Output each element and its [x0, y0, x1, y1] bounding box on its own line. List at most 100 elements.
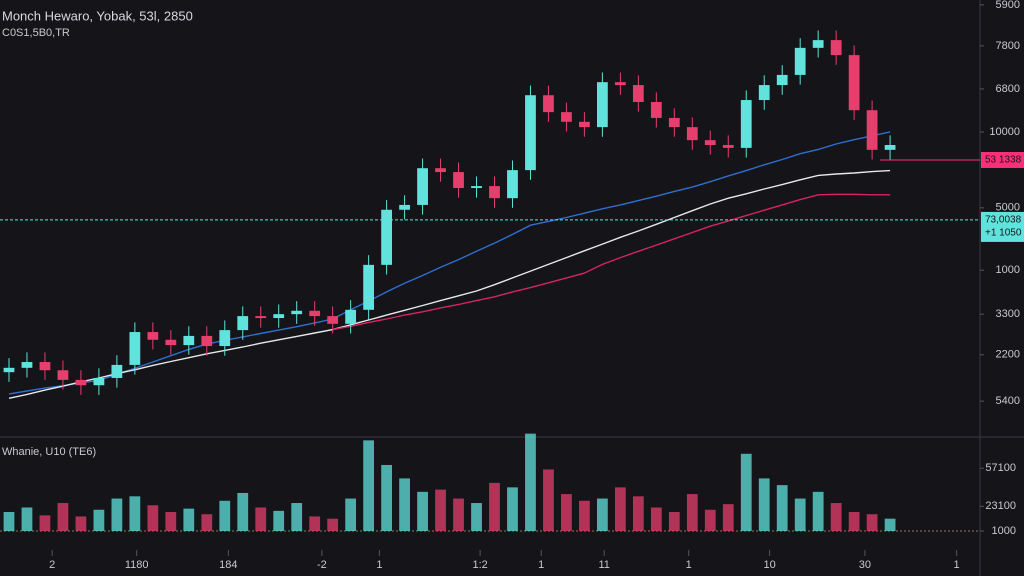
- volume-bar: [812, 491, 824, 531]
- volume-bar: [866, 514, 878, 531]
- volume-bar: [21, 507, 33, 531]
- candle-body: [75, 379, 87, 386]
- moving-average-line: [8, 169, 891, 399]
- volume-bar: [453, 498, 464, 531]
- volume-bar: [363, 440, 375, 531]
- candle-body: [650, 101, 662, 118]
- x-tick-label: 1: [954, 559, 960, 571]
- candle-body: [435, 168, 446, 173]
- volume-bar: [219, 500, 231, 531]
- candle-body: [812, 40, 824, 48]
- volume-bar: [686, 494, 698, 531]
- candle-body: [686, 127, 698, 141]
- y-tick-label: 5400: [996, 395, 1020, 407]
- candle-body: [147, 332, 159, 340]
- volume-bar: [345, 498, 357, 531]
- candle-body: [255, 316, 267, 319]
- price-marker-box: [981, 211, 1024, 242]
- x-tick-label: 1: [538, 559, 544, 571]
- candle-body: [273, 314, 285, 319]
- candle-body: [183, 335, 195, 346]
- volume-bar: [650, 507, 662, 531]
- volume-bar: [381, 464, 392, 531]
- volume-tick-label: 57100: [985, 462, 1016, 474]
- candle-body: [758, 85, 770, 101]
- candle-body: [57, 370, 69, 380]
- candle-body: [165, 339, 177, 346]
- y-tick-label: 1000: [996, 264, 1020, 276]
- price-marker-label: 73,0038: [985, 215, 1022, 226]
- y-tick-label: 2200: [996, 349, 1020, 361]
- price-marker-sublabel: +1 1050: [985, 228, 1022, 239]
- x-tick-label: 1: [686, 559, 692, 571]
- y-tick-label: 5900: [996, 0, 1020, 11]
- volume-bar: [57, 503, 69, 531]
- volume-bar: [435, 489, 446, 531]
- candle-body: [201, 335, 213, 347]
- volume-bar: [507, 487, 518, 531]
- x-tick-label: -2: [317, 559, 327, 571]
- candle-body: [21, 362, 33, 368]
- x-tick-label: 10: [763, 559, 775, 571]
- x-tick-label: 1: [376, 559, 382, 571]
- candle-body: [327, 316, 339, 324]
- y-tick-label: 7800: [996, 40, 1020, 52]
- candle-body: [399, 204, 410, 210]
- candle-body: [668, 117, 680, 128]
- volume-bar: [147, 505, 159, 531]
- volume-bar: [237, 492, 249, 531]
- candle-body: [866, 110, 878, 150]
- chart-subtitle: C0S1,5B0,TR: [2, 27, 70, 39]
- volume-bar: [830, 503, 842, 531]
- candle-body: [381, 209, 392, 265]
- moving-average-line: [332, 193, 891, 331]
- candle-body: [489, 186, 500, 199]
- volume-bar: [884, 518, 896, 531]
- volume-bar: [579, 500, 590, 531]
- x-tick-label: 184: [219, 559, 237, 571]
- chart-title: Monch Hewaro, Yobak, 53l, 2850: [2, 8, 193, 23]
- volume-bar: [704, 509, 716, 531]
- candle-body: [3, 367, 15, 373]
- volume-bar: [632, 496, 644, 531]
- candle-body: [219, 330, 231, 347]
- volume-title: Whanie, U10 (TE6): [2, 446, 96, 458]
- volume-bar: [417, 491, 428, 531]
- volume-bar: [596, 498, 608, 531]
- candle-body: [471, 186, 482, 189]
- volume-bar: [794, 498, 806, 531]
- x-tick-label: 11: [598, 559, 609, 571]
- moving-average-line: [8, 131, 891, 395]
- volume-bar: [848, 511, 860, 531]
- candle-body: [363, 264, 375, 310]
- candle-body: [830, 40, 842, 56]
- volume-bar: [561, 494, 572, 531]
- volume-bar: [165, 511, 177, 531]
- y-tick-label: 5000: [996, 202, 1020, 214]
- volume-bar: [255, 507, 267, 531]
- volume-bar: [525, 433, 536, 531]
- volume-tick-label: 23100: [985, 500, 1016, 512]
- candle-body: [417, 168, 428, 205]
- volume-bar: [471, 503, 482, 531]
- candle-body: [776, 74, 788, 86]
- volume-bar: [489, 482, 500, 531]
- volume-bar: [614, 487, 626, 531]
- candle-body: [561, 112, 572, 122]
- candle-body: [596, 82, 608, 128]
- volume-tick-label: 1000: [992, 525, 1016, 537]
- volume-bar: [543, 469, 554, 531]
- candle-body: [543, 95, 554, 113]
- candle-body: [39, 362, 51, 371]
- volume-bar: [111, 498, 123, 531]
- volume-bar: [129, 496, 141, 531]
- volume-bar: [758, 478, 770, 531]
- candle-body: [291, 310, 303, 315]
- candle-body: [453, 172, 464, 189]
- volume-bar: [75, 516, 87, 531]
- volume-bar: [3, 511, 15, 531]
- candle-body: [237, 316, 249, 331]
- volume-bar: [327, 518, 339, 531]
- candle-body: [111, 364, 123, 378]
